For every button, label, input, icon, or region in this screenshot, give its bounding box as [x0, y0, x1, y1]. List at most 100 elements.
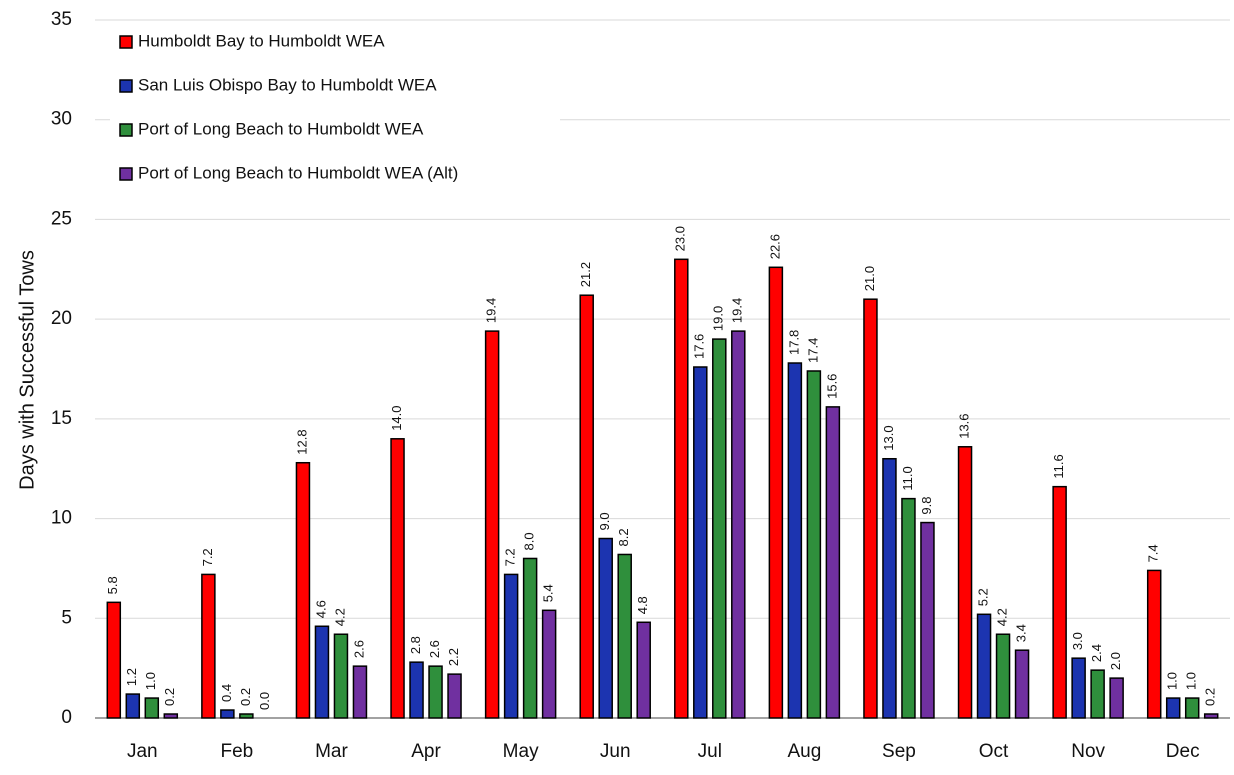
value-label: 7.2	[200, 548, 215, 566]
legend-swatch	[119, 123, 133, 137]
bar	[144, 697, 160, 719]
value-label: 17.8	[786, 330, 801, 355]
value-label: 7.4	[1146, 544, 1161, 562]
y-tick-label: 0	[61, 707, 72, 728]
value-label: 21.2	[578, 262, 593, 287]
bar	[693, 366, 708, 719]
legend-label: Port of Long Beach to Humboldt WEA	[138, 119, 424, 138]
value-label: 15.6	[824, 374, 839, 399]
value-label: 4.2	[332, 608, 347, 626]
value-label: 7.2	[503, 548, 518, 566]
value-label: 8.2	[616, 528, 631, 546]
legend-swatch	[119, 167, 133, 181]
value-label: 17.6	[692, 334, 707, 359]
bar	[579, 294, 594, 719]
x-tick-label: Jun	[600, 741, 631, 762]
bar	[125, 693, 141, 719]
value-label: 0.2	[238, 688, 253, 706]
bar	[674, 258, 689, 719]
bar	[1203, 713, 1219, 719]
bar	[447, 673, 462, 719]
value-label: 23.0	[673, 226, 688, 251]
value-label: 4.2	[994, 608, 1009, 626]
legend-label: Humboldt Bay to Humboldt WEA	[138, 31, 385, 50]
bar	[1184, 697, 1200, 719]
x-tick-label: Jul	[698, 741, 722, 762]
y-tick-label: 10	[51, 508, 72, 529]
bar	[163, 713, 179, 719]
bar	[484, 330, 500, 719]
x-tick-label: Dec	[1166, 741, 1200, 762]
value-label: 2.6	[427, 640, 442, 658]
value-label: 4.6	[313, 600, 328, 618]
bar	[1071, 657, 1086, 719]
bar	[522, 557, 538, 719]
value-label: 0.0	[257, 692, 272, 710]
value-label: 13.0	[881, 425, 896, 450]
bar	[390, 438, 405, 719]
bar	[1052, 485, 1067, 719]
bar	[1146, 569, 1162, 719]
bar	[1165, 697, 1181, 719]
bar	[787, 362, 803, 719]
x-tick-label: Oct	[979, 741, 1009, 762]
bar	[1014, 649, 1030, 719]
value-label: 19.4	[484, 298, 499, 323]
bar	[295, 461, 311, 719]
bar	[220, 709, 235, 719]
bar	[825, 406, 841, 719]
y-tick-label: 20	[51, 308, 72, 329]
bar	[731, 330, 746, 719]
value-label: 17.4	[805, 338, 820, 363]
bar	[239, 713, 254, 719]
bar	[920, 521, 935, 719]
value-label: 5.2	[975, 588, 990, 606]
bar	[503, 573, 519, 719]
legend-swatch	[119, 35, 133, 49]
value-label: 21.0	[862, 266, 877, 291]
bar	[995, 633, 1011, 719]
value-label: 19.0	[711, 306, 726, 331]
bar	[352, 665, 368, 719]
legend-label: Port of Long Beach to Humboldt WEA (Alt)	[138, 163, 458, 182]
value-label: 22.6	[767, 234, 782, 259]
value-label: 2.4	[1089, 644, 1104, 662]
x-tick-label: Mar	[315, 741, 348, 762]
value-label: 1.0	[1184, 672, 1199, 690]
bar	[333, 633, 349, 719]
bar	[106, 601, 122, 719]
value-label: 0.4	[219, 684, 234, 702]
bar	[882, 457, 897, 719]
value-label: 14.0	[389, 405, 404, 430]
value-label: 3.4	[1013, 624, 1028, 642]
bar	[806, 370, 822, 719]
bar	[201, 573, 216, 719]
value-label: 9.8	[919, 496, 934, 514]
value-label: 2.2	[446, 648, 461, 666]
value-label: 9.0	[597, 512, 612, 530]
bar	[636, 621, 651, 719]
y-tick-label: 15	[51, 408, 72, 429]
bar	[428, 665, 443, 719]
value-label: 8.0	[522, 532, 537, 550]
bar	[863, 298, 878, 719]
x-tick-label: Apr	[411, 741, 441, 762]
value-label: 11.0	[900, 466, 915, 490]
bar	[712, 338, 727, 719]
value-label: 19.4	[730, 298, 745, 323]
value-label: 1.0	[143, 672, 158, 690]
x-tick-label: Nov	[1071, 741, 1105, 762]
bar	[617, 553, 632, 719]
value-label: 12.8	[294, 429, 309, 454]
y-axis-label: Days with Successful Tows	[16, 250, 38, 490]
value-label: 1.0	[1165, 672, 1180, 690]
value-label: 2.6	[351, 640, 366, 658]
legend-label: San Luis Obispo Bay to Humboldt WEA	[138, 75, 437, 94]
y-tick-label: 30	[51, 109, 72, 130]
legend-background	[110, 26, 560, 196]
bar	[1090, 669, 1105, 719]
value-label: 5.4	[541, 584, 556, 602]
y-tick-label: 5	[61, 607, 72, 628]
value-label: 13.6	[956, 413, 971, 438]
